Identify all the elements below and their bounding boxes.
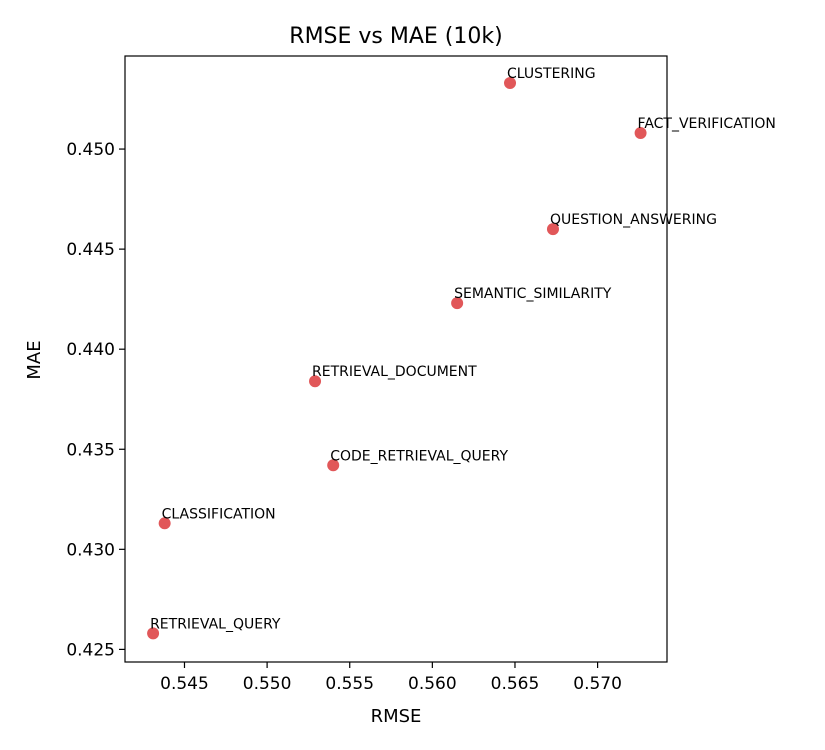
data-point-label: SEMANTIC_SIMILARITY — [454, 286, 612, 302]
data-point-label: QUESTION_ANSWERING — [550, 212, 717, 228]
data-point-label: CODE_RETRIEVAL_QUERY — [330, 448, 508, 464]
x-tick-label: 0.550 — [243, 674, 292, 694]
data-point — [327, 459, 340, 472]
y-tick-label: 0.435 — [66, 440, 115, 460]
y-tick-label: 0.430 — [66, 540, 115, 560]
x-tick-label: 0.565 — [491, 674, 540, 694]
y-tick-label: 0.425 — [66, 640, 115, 660]
data-point — [147, 627, 160, 640]
data-point — [634, 127, 647, 140]
x-tick-label: 0.555 — [325, 674, 374, 694]
data-point-label: CLASSIFICATION — [162, 506, 276, 522]
data-point — [504, 77, 517, 90]
y-tick-label: 0.450 — [66, 140, 115, 160]
y-tick-label: 0.440 — [66, 340, 115, 360]
data-point — [158, 517, 171, 530]
data-point-label: FACT_VERIFICATION — [638, 116, 776, 132]
plot-frame — [124, 55, 668, 663]
y-axis-label: MAE — [24, 340, 45, 379]
x-tick-label: 0.570 — [573, 674, 622, 694]
x-tick-label: 0.560 — [408, 674, 457, 694]
data-point-label: CLUSTERING — [507, 66, 596, 82]
data-point-label: RETRIEVAL_QUERY — [150, 616, 281, 632]
x-tick-label: 0.545 — [160, 674, 209, 694]
chart-title: RMSE vs MAE (10k) — [289, 24, 502, 49]
data-point-label: RETRIEVAL_DOCUMENT — [312, 364, 477, 380]
data-point — [451, 297, 464, 310]
x-axis-label: RMSE — [371, 706, 422, 727]
plot-area: 0.545 0.550 0.555 0.560 0.565 0.570 0.425 0.430… — [66, 55, 776, 694]
y-tick-label: 0.445 — [66, 240, 115, 260]
data-point — [309, 375, 322, 388]
data-point — [546, 223, 559, 236]
